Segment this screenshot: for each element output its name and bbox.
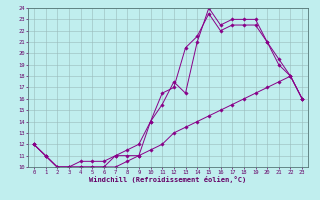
- X-axis label: Windchill (Refroidissement éolien,°C): Windchill (Refroidissement éolien,°C): [89, 176, 247, 183]
